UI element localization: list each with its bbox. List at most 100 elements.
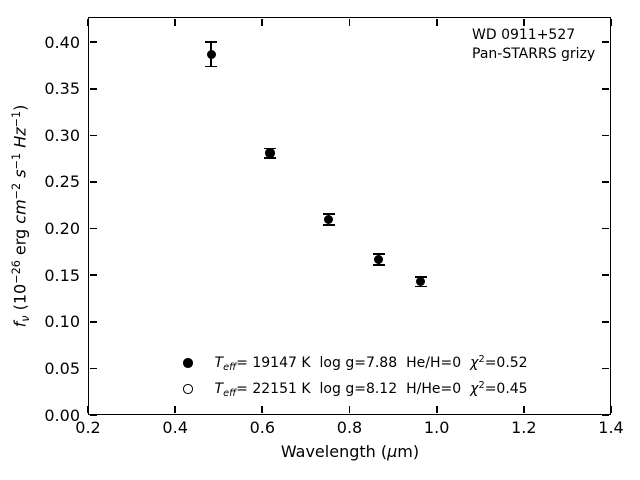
open-circle-marker: [183, 384, 193, 394]
star-annotation: WD 0911+527 Pan-STARRS grizy: [472, 26, 595, 64]
logg-value: log g=8.12: [319, 381, 398, 397]
y-tick: [89, 274, 97, 277]
plot-area: [88, 17, 611, 415]
y-tick-label: 0.30: [44, 125, 80, 145]
y-tick: [89, 181, 97, 183]
error-bar-cap-bottom: [414, 285, 427, 288]
x-tick-label: 0.6: [249, 418, 276, 437]
y-label-text: (10: [10, 283, 30, 316]
cm-unit: cm: [10, 199, 30, 224]
legend-row-model-1: Teff= 19147 K log g=7.88 He/H=0 χ2=0.52: [183, 350, 528, 376]
exponent: −2: [9, 182, 23, 200]
teff-symbol: T: [214, 381, 224, 397]
x-tick-top: [348, 18, 351, 26]
y-tick-right: [602, 414, 610, 416]
teff-subscript: eff: [223, 361, 237, 373]
chi-symbol: χ: [470, 355, 479, 371]
y-tick-right: [602, 134, 610, 137]
x-label-unit: m): [397, 442, 420, 461]
data-point-marker: [373, 254, 384, 265]
x-tick-top: [610, 18, 612, 26]
composition-value: H/He=0: [406, 381, 462, 397]
error-bar-cap-top: [322, 212, 335, 215]
chi-superscript: 2: [478, 354, 485, 366]
y-tick-right: [602, 227, 610, 230]
y-tick-label: 0.15: [44, 265, 80, 285]
mu-symbol: μ: [387, 442, 398, 461]
x-tick-top: [522, 18, 525, 26]
x-tick-top: [435, 18, 438, 26]
composition-value: He/H=0: [406, 355, 462, 371]
x-tick-label: 1.0: [423, 418, 450, 437]
x-tick: [174, 406, 176, 414]
y-tick: [89, 367, 97, 370]
filled-circle-marker: [183, 358, 193, 368]
x-tick-label: 0.8: [336, 418, 363, 437]
data-point-marker: [415, 276, 426, 287]
flux-symbol: f: [10, 321, 30, 328]
x-tick: [261, 406, 264, 414]
data-point-marker: [265, 148, 275, 158]
logg-value: log g=7.88: [319, 355, 398, 371]
survey-name: Pan-STARRS grizy: [472, 46, 596, 62]
error-bar-cap-top: [372, 252, 385, 255]
x-tick-label: 1.2: [511, 418, 537, 437]
legend-label-model-2: Teff= 22151 K log g=8.12 H/He=0 χ2=0.45: [214, 381, 528, 399]
y-tick-label: 0.25: [44, 172, 80, 192]
teff-value: = 22151 K: [236, 381, 311, 397]
legend-row-model-2: Teff= 22151 K log g=8.12 H/He=0 χ2=0.45: [183, 376, 528, 402]
x-tick: [610, 406, 612, 414]
y-tick-label: 0.05: [44, 358, 80, 378]
chi2-value: χ2=0.45: [470, 381, 527, 397]
y-tick-label: 0.40: [44, 32, 80, 52]
data-point-marker: [323, 214, 334, 224]
y-tick: [89, 41, 97, 43]
y-tick-right: [602, 41, 610, 43]
teff-value: = 19147 K: [236, 355, 311, 371]
x-label-text: Wavelength (: [280, 442, 388, 461]
y-tick-label: 0.35: [44, 79, 80, 99]
x-tick: [522, 406, 525, 414]
y-tick-right: [602, 274, 610, 277]
chi-val-text: =0.52: [484, 355, 528, 371]
exponent: −1: [9, 152, 23, 170]
y-tick-right: [602, 320, 610, 323]
error-bar-cap-bottom: [322, 224, 335, 226]
data-point-marker: [206, 49, 217, 60]
error-bar-cap-bottom: [372, 264, 385, 266]
teff-symbol: T: [214, 355, 224, 371]
y-tick-label: 0.10: [44, 312, 80, 332]
erg-unit: erg: [10, 223, 30, 261]
error-bar-cap-bottom: [205, 65, 218, 68]
hz-unit: Hz: [10, 127, 30, 153]
y-tick: [89, 134, 97, 137]
x-tick: [435, 406, 438, 414]
y-tick-label: 0.00: [44, 405, 80, 425]
y-tick-right: [602, 87, 610, 90]
chi-symbol: χ: [470, 381, 479, 397]
y-tick-label: 0.20: [44, 219, 80, 239]
teff-subscript: eff: [223, 387, 237, 399]
x-tick: [87, 406, 89, 414]
y-axis-label: fν (10−26 erg cm−2 s−1 Hz−1): [9, 104, 32, 328]
x-tick-top: [261, 18, 264, 26]
y-label-close: ): [10, 104, 30, 111]
x-tick-label: 0.4: [162, 418, 188, 437]
s-unit: s: [10, 169, 30, 183]
x-tick: [348, 406, 351, 414]
exponent: −26: [9, 260, 23, 284]
y-tick-right: [602, 181, 610, 183]
y-tick: [89, 320, 97, 323]
exponent: −1: [9, 110, 23, 128]
star-name: WD 0911+527: [472, 27, 576, 43]
chi2-value: χ2=0.52: [470, 355, 527, 371]
x-tick-top: [174, 18, 176, 26]
y-tick: [89, 87, 97, 90]
x-tick-top: [87, 18, 89, 26]
x-tick-label: 0.2: [75, 418, 101, 437]
y-tick-right: [602, 367, 610, 370]
x-tick-label: 1.4: [598, 418, 624, 437]
chi-superscript: 2: [478, 380, 485, 392]
